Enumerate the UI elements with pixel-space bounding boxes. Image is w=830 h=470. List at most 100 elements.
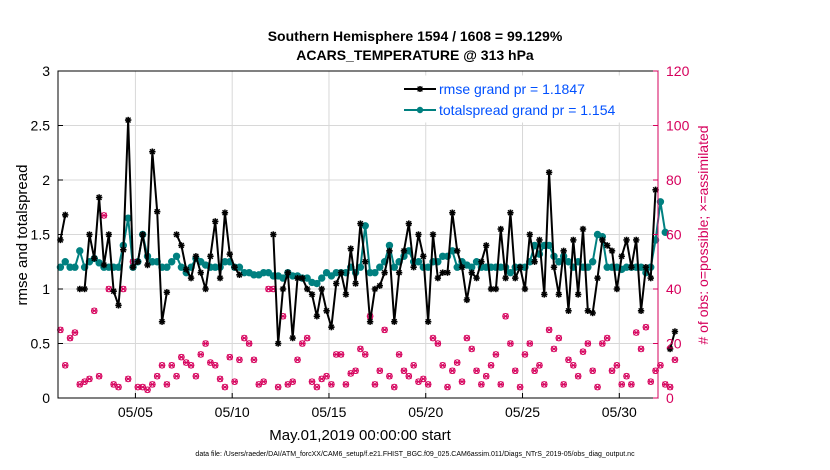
rmse-point — [381, 269, 388, 276]
totalspread-point — [313, 279, 321, 288]
rmse-point — [497, 225, 504, 233]
rmse-point — [347, 245, 354, 252]
obs-assimilated-point — [236, 356, 243, 363]
totalspread-point — [163, 263, 171, 271]
rmse-point-stroke — [347, 245, 354, 252]
legend-spread-marker — [416, 106, 424, 114]
rmse-point — [507, 209, 514, 216]
rmse-point — [197, 269, 204, 276]
rmse-point-stroke — [149, 148, 156, 155]
obs-assimilated-point — [487, 362, 495, 369]
rmse-point-stroke — [81, 286, 88, 292]
y-left-tick-label: 0 — [42, 390, 50, 406]
rmse-point-stroke — [188, 275, 194, 281]
data-marks — [56, 116, 679, 394]
rmse-point-stroke — [362, 258, 369, 265]
obs-assimilated-point — [221, 384, 229, 391]
rmse-point-stroke — [270, 231, 277, 238]
obs-assimilated-point — [429, 335, 437, 342]
rmse-point — [613, 285, 621, 293]
rmse-point — [120, 246, 127, 253]
totalspread-point — [468, 263, 476, 271]
rmse-point — [429, 231, 437, 238]
obs-assimilated-point — [633, 329, 640, 336]
rmse-point-stroke — [76, 286, 83, 292]
totalspread-point — [356, 263, 365, 271]
obs-assimilated-point — [589, 367, 596, 374]
y-left-tick-label: 2.5 — [31, 118, 51, 134]
rmse-point — [110, 287, 117, 295]
obs-assimilated-point — [139, 384, 146, 391]
obs-assimilated-point — [516, 384, 524, 391]
obs-assimilated-point — [405, 373, 413, 380]
totalspread-point — [588, 258, 597, 266]
rmse-point — [478, 258, 485, 265]
rmse-point — [337, 269, 345, 276]
rmse-point — [100, 261, 108, 269]
rmse-point-stroke — [386, 247, 393, 254]
obs-assimilated-point — [347, 370, 354, 377]
rmse-point-stroke — [391, 318, 398, 325]
obs-assimilated-point — [662, 381, 669, 388]
obs-assimilated-point — [207, 359, 214, 366]
obs-assimilated-point — [71, 329, 79, 336]
rmse-point — [584, 307, 592, 314]
rmse-point-stroke — [226, 251, 233, 258]
y-right-tick-label: 40 — [666, 281, 682, 297]
obs-assimilated-point — [550, 345, 558, 352]
obs-assimilated-point — [284, 381, 292, 388]
rmse-point — [666, 345, 674, 353]
rmse-point-stroke — [560, 247, 567, 254]
rmse-point-stroke — [333, 280, 340, 287]
totalspread-point — [318, 274, 326, 282]
rmse-point-stroke — [289, 335, 296, 341]
rmse-point — [221, 209, 229, 216]
rmse-point-stroke — [638, 307, 644, 314]
legend-rmse-marker — [417, 86, 423, 92]
rmse-point-stroke — [178, 242, 185, 249]
obs-assimilated-point — [502, 313, 509, 320]
totalspread-point — [506, 268, 515, 277]
obs-assimilated-point — [637, 345, 645, 352]
rmse-point-stroke — [526, 231, 533, 238]
rmse-point — [124, 116, 132, 124]
rmse-point-stroke — [652, 186, 659, 193]
rmse-point-stroke — [609, 247, 615, 254]
rmse-point — [550, 264, 558, 271]
rmse-point-stroke — [197, 269, 204, 276]
rmse-point-stroke — [502, 275, 509, 281]
rmse-point-stroke — [618, 253, 625, 260]
obs-assimilated-point — [255, 381, 263, 388]
rmse-point — [178, 242, 185, 249]
rmse-point-stroke — [633, 237, 640, 243]
obs-assimilated-point — [95, 373, 103, 380]
rmse-point-stroke — [604, 242, 611, 249]
rmse-point-stroke — [352, 280, 359, 287]
rmse-point — [594, 274, 601, 282]
rmse-point-stroke — [367, 318, 373, 325]
totalspread-point — [376, 263, 384, 271]
y-right-tick-label: 20 — [666, 336, 682, 352]
rmse-point-stroke — [565, 307, 572, 314]
obs-assimilated-point — [410, 362, 417, 369]
totalspread-point — [172, 252, 181, 260]
rmse-point-stroke — [623, 237, 630, 243]
rmse-point-stroke — [376, 282, 383, 289]
rmse-point-stroke — [580, 226, 586, 232]
obs-assimilated-point — [197, 351, 204, 358]
rmse-point — [134, 258, 142, 265]
x-tick-label: 05/10 — [215, 404, 250, 420]
totalspread-point — [56, 263, 65, 271]
rmse-line — [272, 171, 657, 345]
obs-assimilated-point — [521, 351, 529, 358]
obs-assimilated-point — [168, 362, 175, 369]
totalspread-point — [656, 198, 665, 206]
rmse-point — [183, 266, 190, 273]
rmse-point — [463, 296, 471, 304]
rmse-point-stroke — [304, 286, 311, 292]
obs-assimilated-point — [395, 351, 403, 358]
rmse-point — [105, 231, 113, 238]
y-left-tick-label: 2 — [42, 172, 50, 188]
obs-assimilated-point — [424, 381, 432, 388]
